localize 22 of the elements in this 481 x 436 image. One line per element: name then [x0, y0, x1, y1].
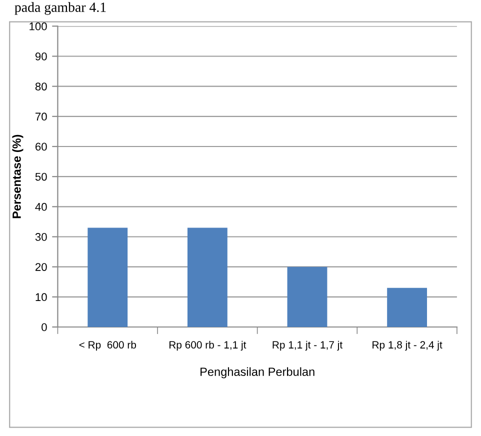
bar: [88, 228, 128, 327]
y-tick-label: 10: [36, 293, 47, 302]
bar: [287, 266, 328, 327]
y-tick-label: 90: [35, 52, 47, 60]
y-tick-label: 0: [42, 323, 47, 332]
y-tick-label: 100: [30, 22, 47, 30]
y-axis-title: Persentase (%): [12, 134, 24, 218]
x-tick-label: Rp 600 rb - 1,1 jt: [169, 340, 246, 351]
x-tick-label: Rp 1,1 jt - 1,7 jt: [272, 340, 342, 351]
y-tick-label: 40: [35, 202, 47, 211]
x-tick-label: Rp 1,8 jt - 2,4 jt: [372, 340, 442, 351]
y-tick-label: 60: [36, 142, 47, 151]
bar: [187, 228, 228, 327]
text: pada gambar 4.1: [14, 2, 106, 15]
y-tick-label: 70: [36, 112, 47, 121]
y-tick-label: 30: [35, 233, 47, 241]
y-tick-label: 20: [36, 263, 47, 271]
y-tick-label: 50: [35, 172, 47, 181]
bar: [387, 288, 428, 327]
y-tick-label: 80: [35, 82, 47, 90]
x-tick-label: < Rp 600 rb: [79, 340, 136, 351]
x-axis-title: Penghasilan Perbulan: [200, 367, 314, 378]
